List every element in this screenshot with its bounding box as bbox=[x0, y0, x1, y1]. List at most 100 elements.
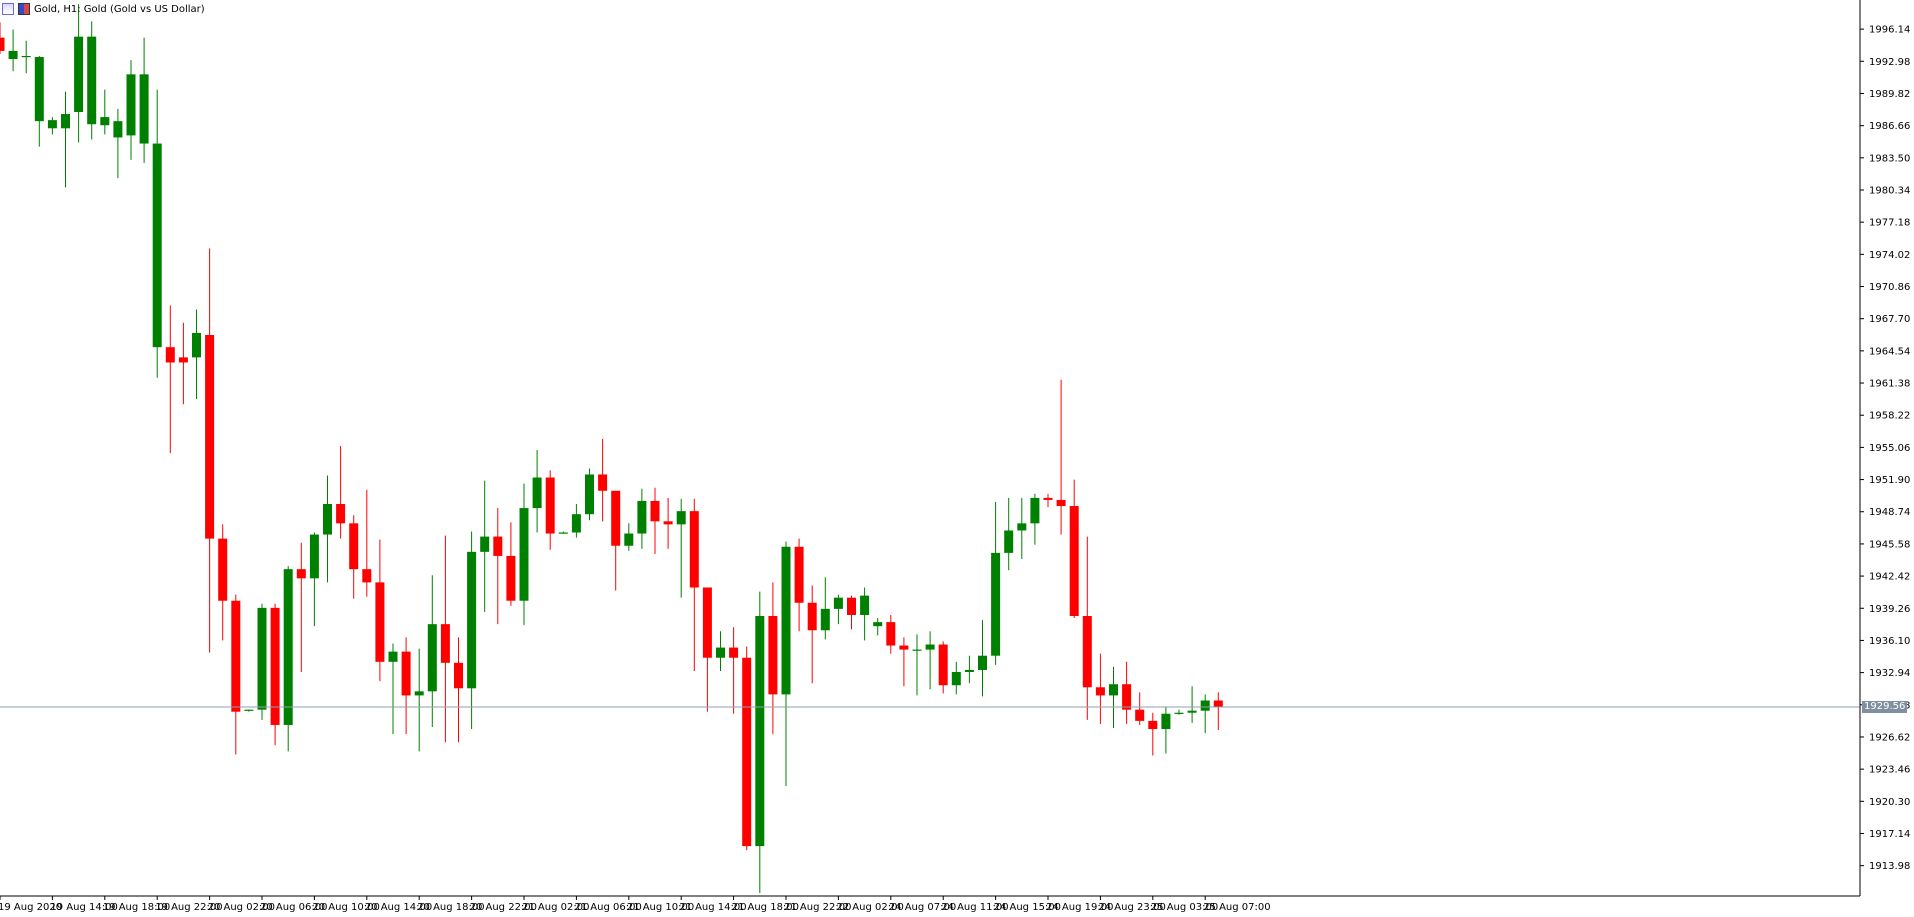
candle[interactable] bbox=[192, 309, 201, 400]
candle[interactable] bbox=[637, 488, 647, 549]
candle[interactable] bbox=[964, 655, 974, 684]
window-icon[interactable] bbox=[2, 3, 14, 15]
candle[interactable] bbox=[742, 646, 752, 851]
candle[interactable] bbox=[1069, 479, 1079, 619]
candle[interactable] bbox=[1122, 661, 1132, 724]
candle[interactable] bbox=[1043, 493, 1053, 508]
candle[interactable] bbox=[8, 29, 18, 72]
candle[interactable] bbox=[1056, 379, 1066, 535]
candle[interactable] bbox=[74, 4, 84, 143]
candle[interactable] bbox=[676, 498, 686, 598]
candle[interactable] bbox=[506, 522, 516, 606]
candle[interactable] bbox=[729, 627, 739, 714]
candle[interactable] bbox=[61, 91, 70, 188]
candle[interactable] bbox=[598, 438, 608, 522]
candle[interactable] bbox=[309, 532, 319, 627]
candle[interactable] bbox=[899, 637, 909, 687]
candle[interactable] bbox=[755, 591, 765, 893]
candle[interactable] bbox=[925, 631, 935, 690]
candle[interactable] bbox=[375, 539, 385, 682]
candle[interactable] bbox=[139, 37, 149, 163]
candle[interactable] bbox=[886, 614, 896, 654]
candle[interactable] bbox=[493, 508, 503, 625]
candle[interactable] bbox=[178, 322, 188, 405]
candle[interactable] bbox=[1095, 653, 1105, 724]
candle[interactable] bbox=[663, 497, 673, 549]
candle[interactable] bbox=[702, 587, 712, 712]
candle[interactable] bbox=[100, 89, 110, 135]
candle[interactable] bbox=[716, 631, 725, 671]
candle[interactable] bbox=[414, 648, 424, 752]
candle[interactable] bbox=[1004, 497, 1014, 571]
candle[interactable] bbox=[519, 483, 529, 626]
candle[interactable] bbox=[244, 709, 254, 712]
candle[interactable] bbox=[427, 575, 437, 727]
candle[interactable] bbox=[401, 637, 411, 735]
candle[interactable] bbox=[296, 542, 306, 672]
candle[interactable] bbox=[1174, 709, 1184, 715]
candle[interactable] bbox=[938, 641, 948, 694]
candle[interactable] bbox=[323, 475, 332, 583]
candle[interactable] bbox=[951, 661, 961, 695]
candle[interactable] bbox=[218, 524, 228, 641]
candle[interactable] bbox=[873, 618, 883, 636]
candle[interactable] bbox=[440, 535, 450, 743]
candle[interactable] bbox=[336, 445, 346, 539]
candle[interactable] bbox=[152, 89, 162, 378]
candle[interactable] bbox=[820, 577, 830, 640]
candle[interactable] bbox=[126, 60, 136, 160]
candle[interactable] bbox=[1187, 686, 1197, 723]
candle[interactable] bbox=[532, 450, 542, 533]
candle[interactable] bbox=[388, 643, 398, 735]
candle[interactable] bbox=[1109, 666, 1118, 728]
candle[interactable] bbox=[558, 531, 568, 534]
candle[interactable] bbox=[480, 480, 490, 612]
candle[interactable] bbox=[1148, 712, 1158, 756]
candle[interactable] bbox=[833, 594, 843, 625]
candle[interactable] bbox=[1213, 692, 1223, 731]
candle[interactable] bbox=[807, 585, 817, 684]
candle[interactable] bbox=[0, 22, 5, 54]
candle[interactable] bbox=[467, 531, 477, 730]
candle[interactable] bbox=[611, 490, 621, 591]
candle[interactable] bbox=[87, 21, 97, 140]
candle[interactable] bbox=[21, 40, 31, 74]
candle[interactable] bbox=[1082, 536, 1092, 720]
candle[interactable] bbox=[454, 637, 463, 743]
candle[interactable] bbox=[912, 634, 922, 696]
candle[interactable] bbox=[349, 515, 359, 599]
candle[interactable] bbox=[624, 523, 634, 551]
candle[interactable] bbox=[847, 595, 856, 630]
candle[interactable] bbox=[205, 248, 215, 653]
candle[interactable] bbox=[1200, 694, 1210, 734]
candle[interactable] bbox=[991, 501, 1001, 665]
chart-type-icon[interactable] bbox=[18, 3, 30, 15]
candle[interactable] bbox=[545, 470, 555, 550]
candle[interactable] bbox=[768, 582, 778, 735]
candle[interactable] bbox=[47, 117, 57, 135]
candle[interactable] bbox=[689, 498, 699, 671]
candle[interactable] bbox=[781, 541, 791, 787]
candle[interactable] bbox=[794, 538, 804, 632]
candle[interactable] bbox=[1161, 706, 1171, 754]
candle[interactable] bbox=[257, 603, 267, 720]
candle[interactable] bbox=[283, 566, 293, 752]
price-axis[interactable]: 1996.14 1992.98 1989.82 1986.66 1983.50 1980.… bbox=[1860, 25, 1910, 873]
candle[interactable] bbox=[1017, 497, 1027, 559]
candle[interactable] bbox=[1030, 493, 1040, 545]
candle[interactable] bbox=[650, 487, 660, 554]
candle[interactable] bbox=[978, 620, 987, 697]
candle[interactable] bbox=[571, 504, 581, 538]
candle[interactable] bbox=[860, 587, 870, 641]
candle[interactable] bbox=[113, 108, 123, 179]
candle[interactable] bbox=[165, 305, 175, 454]
candle[interactable] bbox=[362, 489, 372, 597]
candle[interactable] bbox=[34, 56, 44, 147]
candle[interactable] bbox=[231, 594, 241, 755]
candle[interactable] bbox=[585, 468, 594, 521]
candle[interactable] bbox=[270, 603, 280, 746]
candle[interactable] bbox=[1135, 692, 1145, 725]
